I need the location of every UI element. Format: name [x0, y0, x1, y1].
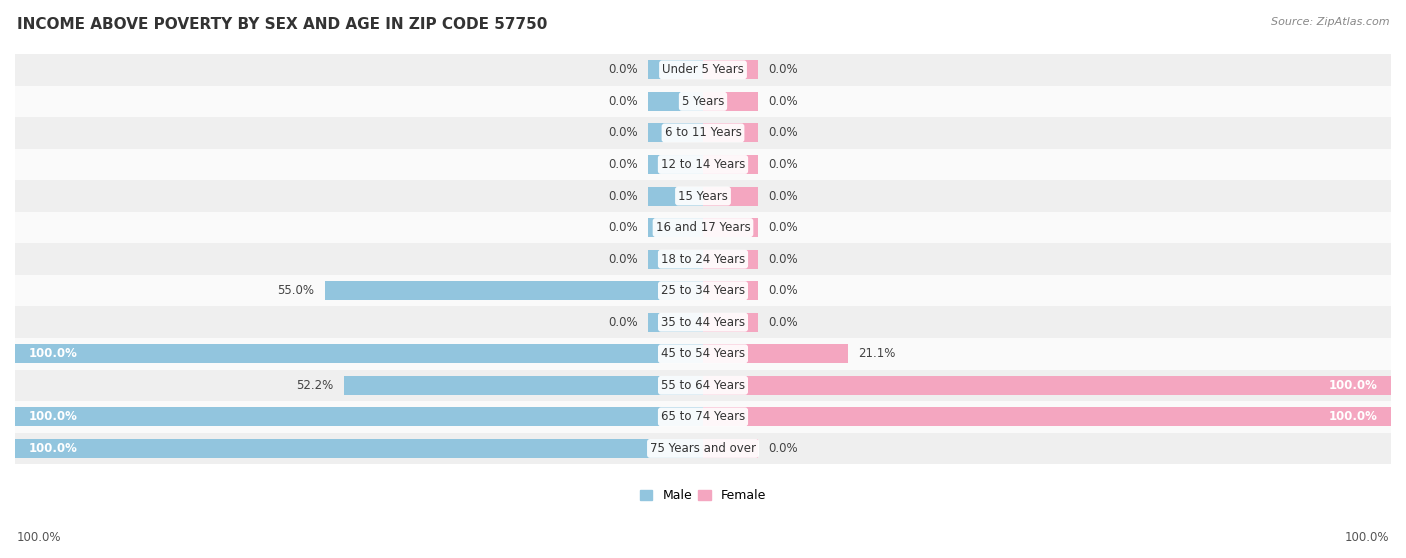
Bar [648, 249, 703, 268]
Text: 0.0%: 0.0% [768, 127, 799, 140]
Text: 0.0%: 0.0% [768, 253, 799, 266]
Text: 15 Years: 15 Years [678, 190, 728, 203]
Bar [648, 123, 703, 142]
Text: 0.0%: 0.0% [607, 158, 638, 171]
Text: 0.0%: 0.0% [607, 127, 638, 140]
Bar [15, 369, 1391, 401]
Text: 21.1%: 21.1% [859, 347, 896, 360]
Text: 100.0%: 100.0% [1329, 410, 1378, 424]
Text: Under 5 Years: Under 5 Years [662, 64, 744, 76]
Text: 0.0%: 0.0% [607, 190, 638, 203]
Text: 0.0%: 0.0% [768, 190, 799, 203]
Bar [15, 275, 1391, 306]
Bar [648, 92, 703, 111]
Text: 0.0%: 0.0% [768, 284, 799, 297]
Text: 0.0%: 0.0% [607, 95, 638, 108]
Text: 25 to 34 Years: 25 to 34 Years [661, 284, 745, 297]
Text: 100.0%: 100.0% [17, 531, 62, 544]
Text: INCOME ABOVE POVERTY BY SEX AND AGE IN ZIP CODE 57750: INCOME ABOVE POVERTY BY SEX AND AGE IN Z… [17, 17, 547, 32]
Text: Source: ZipAtlas.com: Source: ZipAtlas.com [1271, 17, 1389, 27]
Text: 45 to 54 Years: 45 to 54 Years [661, 347, 745, 360]
Bar [15, 401, 1391, 432]
Bar [703, 439, 758, 458]
Bar [703, 60, 758, 79]
Text: 0.0%: 0.0% [768, 221, 799, 234]
Text: 5 Years: 5 Years [682, 95, 724, 108]
Bar [703, 249, 758, 268]
Bar [15, 338, 1391, 369]
Text: 0.0%: 0.0% [768, 95, 799, 108]
Bar [703, 155, 758, 174]
Bar [15, 243, 1391, 275]
Bar [325, 281, 703, 300]
Text: 100.0%: 100.0% [28, 442, 77, 455]
Text: 0.0%: 0.0% [768, 316, 799, 329]
Bar [15, 439, 703, 458]
Bar [703, 376, 1391, 395]
Text: 55.0%: 55.0% [277, 284, 315, 297]
Bar [703, 344, 848, 363]
Bar [15, 180, 1391, 212]
Text: 35 to 44 Years: 35 to 44 Years [661, 316, 745, 329]
Text: 0.0%: 0.0% [607, 221, 638, 234]
Text: 75 Years and over: 75 Years and over [650, 442, 756, 455]
Text: 16 and 17 Years: 16 and 17 Years [655, 221, 751, 234]
Text: 100.0%: 100.0% [1344, 531, 1389, 544]
Text: 0.0%: 0.0% [607, 316, 638, 329]
Bar [15, 344, 703, 363]
Bar [703, 313, 758, 331]
Text: 0.0%: 0.0% [607, 253, 638, 266]
Bar [648, 186, 703, 205]
Text: 65 to 74 Years: 65 to 74 Years [661, 410, 745, 424]
Bar [703, 407, 1391, 426]
Text: 100.0%: 100.0% [28, 347, 77, 360]
Text: 0.0%: 0.0% [768, 442, 799, 455]
Legend: Male, Female: Male, Female [636, 484, 770, 507]
Bar [344, 376, 703, 395]
Bar [15, 117, 1391, 149]
Bar [648, 313, 703, 331]
Bar [15, 306, 1391, 338]
Text: 100.0%: 100.0% [1329, 379, 1378, 392]
Bar [15, 54, 1391, 85]
Text: 18 to 24 Years: 18 to 24 Years [661, 253, 745, 266]
Bar [703, 218, 758, 237]
Text: 6 to 11 Years: 6 to 11 Years [665, 127, 741, 140]
Bar [15, 149, 1391, 180]
Bar [15, 85, 1391, 117]
Bar [648, 218, 703, 237]
Text: 52.2%: 52.2% [297, 379, 333, 392]
Bar [703, 92, 758, 111]
Bar [703, 123, 758, 142]
Bar [703, 186, 758, 205]
Bar [15, 432, 1391, 464]
Bar [648, 60, 703, 79]
Text: 100.0%: 100.0% [28, 410, 77, 424]
Bar [15, 212, 1391, 243]
Text: 0.0%: 0.0% [768, 158, 799, 171]
Text: 12 to 14 Years: 12 to 14 Years [661, 158, 745, 171]
Bar [648, 155, 703, 174]
Bar [703, 281, 758, 300]
Text: 55 to 64 Years: 55 to 64 Years [661, 379, 745, 392]
Text: 0.0%: 0.0% [607, 64, 638, 76]
Bar [15, 407, 703, 426]
Text: 0.0%: 0.0% [768, 64, 799, 76]
